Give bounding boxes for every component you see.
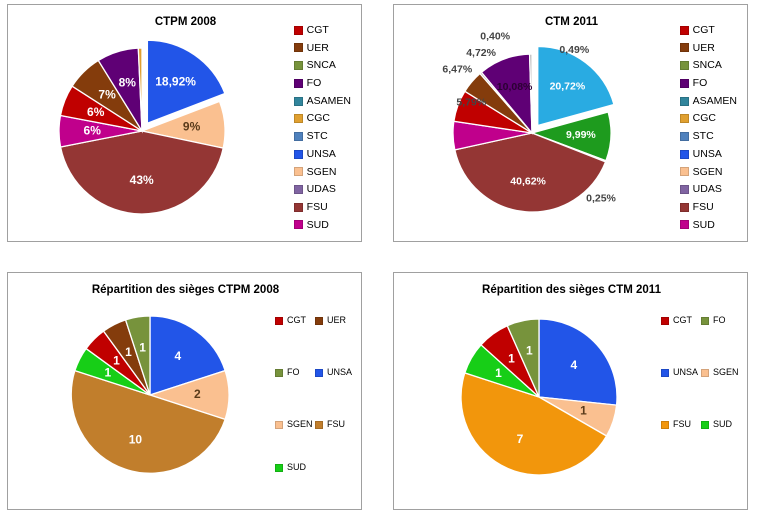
svg-text:9,99%: 9,99% — [566, 129, 596, 141]
svg-text:1: 1 — [580, 404, 587, 418]
svg-text:7: 7 — [517, 432, 524, 446]
svg-text:0,25%: 0,25% — [586, 192, 616, 204]
svg-text:1: 1 — [495, 366, 502, 380]
svg-text:1: 1 — [139, 340, 146, 354]
svg-text:40,62%: 40,62% — [510, 176, 546, 188]
svg-text:0,49%: 0,49% — [559, 44, 589, 56]
svg-text:18,92%: 18,92% — [155, 74, 196, 88]
svg-text:1: 1 — [104, 366, 111, 380]
svg-text:1: 1 — [113, 354, 120, 368]
svg-text:9%: 9% — [183, 119, 201, 133]
svg-text:7%: 7% — [98, 88, 116, 102]
svg-text:10: 10 — [129, 432, 143, 446]
svg-text:43%: 43% — [130, 173, 154, 187]
svg-text:4: 4 — [570, 358, 577, 372]
svg-text:1: 1 — [526, 343, 533, 357]
svg-text:6%: 6% — [84, 123, 102, 137]
svg-text:8%: 8% — [119, 76, 137, 90]
svg-text:2: 2 — [194, 387, 201, 401]
svg-text:5,79%: 5,79% — [456, 96, 486, 108]
svg-text:1: 1 — [125, 345, 132, 359]
svg-text:6%: 6% — [87, 105, 105, 119]
svg-text:4: 4 — [175, 349, 182, 363]
svg-text:20,72%: 20,72% — [550, 80, 586, 92]
svg-text:1: 1 — [508, 351, 515, 365]
svg-text:4,72%: 4,72% — [466, 47, 496, 59]
svg-text:0,40%: 0,40% — [480, 31, 510, 43]
svg-text:10,08%: 10,08% — [497, 81, 533, 93]
svg-text:6,47%: 6,47% — [442, 64, 472, 76]
